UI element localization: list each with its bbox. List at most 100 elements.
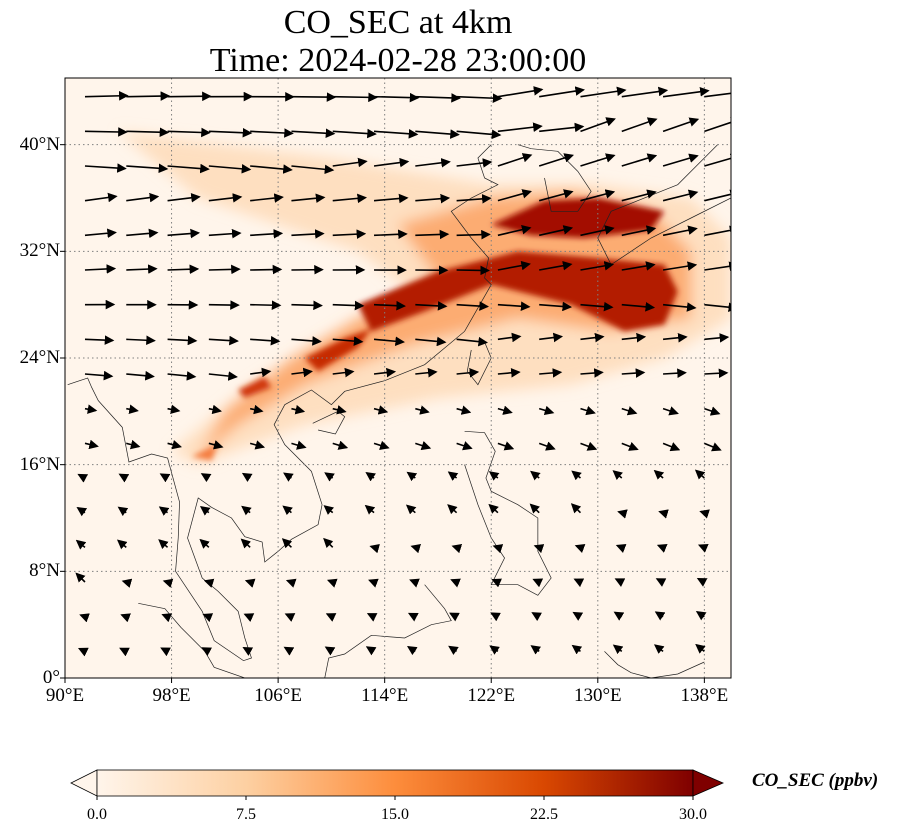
wind-vector <box>291 193 326 203</box>
wind-vector <box>704 333 730 343</box>
wind-vector <box>539 332 564 343</box>
wind-vector <box>415 229 450 240</box>
wind-vector <box>415 193 451 204</box>
map-layers <box>65 78 731 678</box>
wind-vector <box>161 613 173 623</box>
wind-vector <box>658 509 669 519</box>
wind-vector <box>249 404 264 415</box>
wind-vector <box>580 225 615 237</box>
lat-tick-label: 32°N <box>19 240 60 262</box>
wind-vector <box>208 228 242 239</box>
wind-vector <box>488 503 499 514</box>
wind-vector <box>415 405 430 415</box>
wind-vector <box>84 439 99 450</box>
wind-vector <box>374 92 420 103</box>
wind-vector <box>580 301 614 312</box>
wind-vector <box>84 192 118 203</box>
wind-vector <box>250 264 283 275</box>
wind-vector <box>539 301 573 312</box>
wind-vector <box>697 543 709 553</box>
wind-vector <box>121 578 133 588</box>
wind-vector <box>415 440 432 451</box>
colorbar-tick-label: 30.0 <box>679 806 707 823</box>
colorbar-tick-label: 15.0 <box>381 806 409 823</box>
wind-vector <box>696 577 708 587</box>
wind-vector <box>531 612 543 622</box>
wind-vector <box>243 613 255 623</box>
wind-vector <box>406 645 418 656</box>
wind-vector <box>368 578 379 588</box>
wind-vector <box>450 578 461 588</box>
wind-vector <box>613 611 625 621</box>
wind-vector <box>126 439 141 450</box>
wind-vector <box>699 509 710 519</box>
coastlines <box>67 144 731 678</box>
wind-vector <box>704 406 721 416</box>
wind-vector <box>405 504 417 515</box>
wind-vector <box>488 471 500 481</box>
wind-vector <box>120 613 131 623</box>
lat-tick-label: 16°N <box>19 453 60 475</box>
wind-vector <box>704 368 729 379</box>
wind-vector <box>167 404 181 415</box>
wind-vector <box>490 612 501 622</box>
map-frame <box>64 77 732 679</box>
coastline <box>517 144 592 212</box>
map-title: CO_SEC at 4km <box>283 4 513 41</box>
wind-vector <box>704 117 731 133</box>
wind-vector <box>250 300 282 310</box>
wind-vector <box>291 128 336 139</box>
wind-vector <box>326 578 338 588</box>
wind-vector <box>199 506 211 516</box>
wind-vector <box>162 578 174 588</box>
wind-vector <box>75 539 87 550</box>
wind-vector <box>332 92 378 103</box>
wind-vector <box>84 228 117 239</box>
wind-vector <box>415 336 447 347</box>
wind-vector <box>284 613 296 622</box>
wind-vector <box>291 440 307 450</box>
wind-vector <box>208 440 224 450</box>
wind-vector <box>538 405 555 416</box>
wind-vector <box>497 224 532 237</box>
colorbar-tick-label: 7.5 <box>236 806 256 823</box>
wind-vector <box>653 469 665 480</box>
wind-vector <box>291 336 322 346</box>
wind-vector <box>160 647 171 657</box>
wind-vector <box>456 301 490 311</box>
wind-vector <box>323 505 335 515</box>
wind-vector <box>497 189 532 202</box>
wind-vector <box>571 470 582 481</box>
wind-vector <box>323 537 334 548</box>
wind-vector <box>694 469 706 480</box>
wind-vector <box>84 91 129 101</box>
wind-vector <box>704 153 731 167</box>
wind-vector <box>250 367 272 378</box>
wind-vector <box>208 127 253 138</box>
wind-vector <box>621 332 647 343</box>
wind-vector <box>167 163 210 174</box>
wind-vector <box>497 86 544 98</box>
wind-vector <box>653 644 665 654</box>
lon-tick-label: 130°E <box>573 685 622 706</box>
wind-vector <box>325 613 337 622</box>
wind-vector <box>538 153 574 167</box>
wind-vector <box>456 158 493 168</box>
wind-vector <box>621 86 669 98</box>
wind-vector <box>332 300 365 311</box>
wind-vector <box>332 405 347 415</box>
wind-vector <box>456 229 491 240</box>
wind-vector <box>497 122 543 133</box>
map-subtitle-time: Time: 2024-02-28 23:00:00 <box>209 42 587 79</box>
wind-vector <box>617 509 628 519</box>
lat-tick-label: 24°N <box>19 347 60 368</box>
wind-vector <box>529 503 540 514</box>
wind-vector <box>291 164 335 175</box>
wind-vector <box>332 336 364 346</box>
lon-tick-label: 90°E <box>45 685 85 706</box>
wind-vector <box>250 164 293 174</box>
wind-vector <box>580 117 616 133</box>
wind-vector <box>621 189 657 202</box>
wind-vector <box>126 163 169 174</box>
wind-vector <box>77 473 89 483</box>
